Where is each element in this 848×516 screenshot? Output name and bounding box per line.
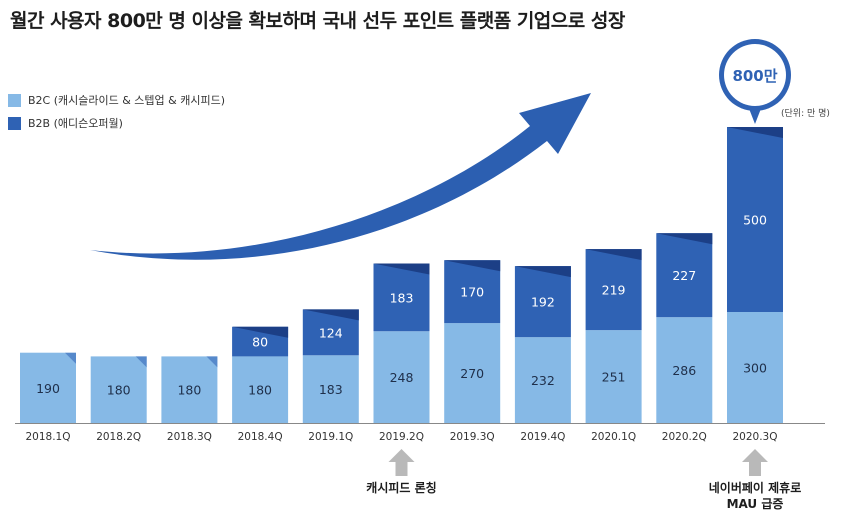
label-b2c-2020-2q: 286	[672, 363, 696, 378]
label-b2b-2020-2q: 227	[672, 268, 696, 283]
tick-label-2018-2q: 2018.2Q	[96, 431, 141, 443]
bar-b2c-2020-1q	[585, 330, 642, 423]
bar-b2b-accent-2020-2q	[656, 233, 713, 245]
bar-b2b-accent-2020-1q	[585, 249, 642, 261]
annotation-2019-2q: 캐시피드 론칭	[366, 480, 436, 495]
callout-total-label: 800만	[732, 67, 777, 85]
annotation-up-arrow-icon-2020-3q	[742, 449, 768, 476]
label-b2c-2020-1q: 251	[602, 370, 626, 385]
bar-b2c-2018-1q	[20, 352, 76, 423]
label-b2c-2018-4q: 180	[248, 383, 272, 398]
bar-b2b-accent-2018-4q	[232, 326, 289, 338]
label-b2c-2019-1q: 183	[319, 382, 343, 397]
bar-b2b-accent-2020-3q	[727, 127, 783, 138]
label-b2b-2018-4q: 80	[252, 335, 268, 350]
bar-b2b-2019-3q	[444, 260, 501, 324]
bar-b2b-2020-1q	[585, 249, 642, 331]
bar-b2c-2019-2q	[373, 331, 430, 423]
bar-b2c-accent-2018-1q	[65, 352, 76, 364]
bar-b2c-2020-3q	[727, 312, 783, 423]
bar-b2c-2018-2q	[90, 356, 147, 423]
bar-b2c-2019-1q	[302, 355, 359, 423]
bar-b2c-2018-3q	[161, 356, 218, 423]
tick-label-2018-4q: 2018.4Q	[238, 431, 283, 443]
tick-label-2018-1q: 2018.1Q	[25, 431, 70, 443]
legend-swatch-b2b	[8, 116, 21, 130]
annotation-2020-3q: 네이버페이 제휴로 MAU 급증	[709, 480, 802, 511]
label-b2b-2019-2q: 183	[390, 290, 414, 305]
bar-b2c-2020-2q	[656, 317, 713, 423]
label-b2b-2019-1q: 124	[319, 325, 343, 340]
bar-b2b-2019-2q	[373, 263, 430, 332]
bar-b2c-accent-2018-3q	[206, 356, 218, 368]
label-b2c-2019-2q: 248	[390, 370, 414, 385]
unit-note: (단위: 만 명)	[781, 109, 830, 119]
label-b2b-2020-1q: 219	[602, 283, 626, 298]
label-b2c-2018-3q: 180	[177, 383, 201, 398]
label-b2b-2019-4q: 192	[531, 295, 555, 310]
callout-inner-circle	[724, 44, 786, 106]
tick-label-2020-1q: 2020.1Q	[591, 431, 636, 443]
label-b2c-2019-4q: 232	[531, 373, 555, 388]
tick-label-2019-2q: 2019.2Q	[379, 431, 424, 443]
bar-b2b-2020-3q	[727, 127, 783, 312]
tick-label-2018-3q: 2018.3Q	[167, 431, 212, 443]
bar-b2b-accent-2019-1q	[302, 309, 359, 321]
bar-b2c-2019-3q	[444, 323, 501, 423]
tick-label-2019-1q: 2019.1Q	[308, 431, 353, 443]
legend-label-b2c: B2C (캐시슬라이드 & 스텝업 & 캐시피드)	[28, 94, 226, 107]
bar-b2b-accent-2019-3q	[444, 260, 501, 272]
bar-b2b-accent-2019-2q	[373, 263, 430, 275]
label-b2c-2018-1q: 190	[36, 381, 60, 396]
bar-b2b-2019-4q	[514, 266, 571, 338]
legend-label-b2b: B2B (애디슨오퍼월)	[28, 117, 123, 130]
legend-swatch-b2c	[8, 93, 21, 107]
label-b2c-2018-2q: 180	[107, 383, 131, 398]
label-b2c-2019-3q: 270	[460, 366, 484, 381]
bar-b2c-2019-4q	[514, 337, 571, 423]
tick-label-2020-2q: 2020.2Q	[662, 431, 707, 443]
label-b2c-2020-3q: 300	[743, 361, 767, 376]
label-b2b-2020-3q: 500	[743, 213, 767, 228]
chart-title: 월간 사용자 800만 명 이상을 확보하며 국내 선두 포인트 플랫폼 기업으…	[10, 10, 625, 32]
growth-arrow-icon	[90, 93, 591, 260]
tick-label-2020-3q: 2020.3Q	[732, 431, 777, 443]
bar-b2c-2018-4q	[232, 356, 289, 423]
tick-label-2019-3q: 2019.3Q	[450, 431, 495, 443]
legend-item-b2b: B2B (애디슨오퍼월)	[8, 115, 123, 131]
bar-b2b-accent-2019-4q	[514, 266, 571, 278]
tick-label-2019-4q: 2019.4Q	[520, 431, 565, 443]
label-b2b-2019-3q: 170	[460, 285, 484, 300]
annotation-up-arrow-icon-2019-2q	[388, 449, 415, 476]
bar-b2c-accent-2018-2q	[135, 356, 147, 368]
legend-item-b2c: B2C (캐시슬라이드 & 스텝업 & 캐시피드)	[8, 92, 225, 108]
bar-b2b-2020-2q	[656, 233, 713, 318]
